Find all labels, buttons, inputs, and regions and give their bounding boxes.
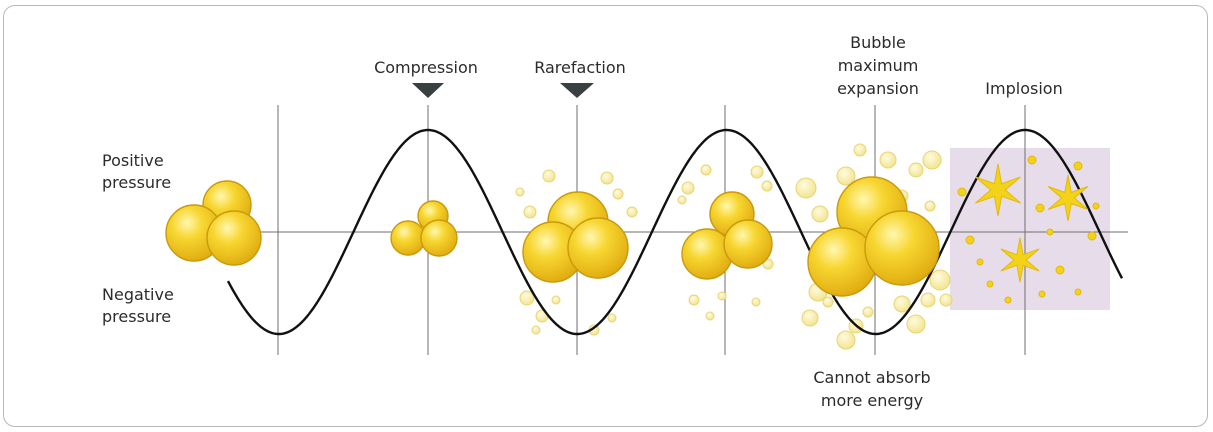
implosion-dot xyxy=(1035,203,1045,213)
implosion-dot xyxy=(1004,296,1012,304)
implosion-star-icon xyxy=(1047,174,1089,222)
implosion-dot xyxy=(976,258,984,266)
small-bubble xyxy=(600,171,614,185)
small-bubble xyxy=(929,269,951,291)
small-bubble xyxy=(542,169,556,183)
small-bubble xyxy=(906,314,926,334)
implosion-dot xyxy=(986,280,994,288)
small-bubble xyxy=(893,295,911,313)
implosion-dot xyxy=(1055,265,1065,275)
small-bubble xyxy=(750,165,764,179)
small-bubble xyxy=(761,180,773,192)
small-bubble xyxy=(908,162,924,178)
small-bubble xyxy=(626,206,638,218)
cannot-absorb-label-1: Cannot absorb xyxy=(813,368,930,387)
bubble xyxy=(723,219,773,269)
small-bubble xyxy=(922,150,942,170)
negative-pressure-label-2: pressure xyxy=(102,307,171,326)
small-bubble xyxy=(879,151,897,169)
bubble-max-expansion-label-2: maximum xyxy=(838,56,919,75)
small-bubble xyxy=(762,258,774,270)
implosion-star-icon xyxy=(1000,237,1040,283)
small-bubble xyxy=(523,205,537,219)
implosion-dot xyxy=(1074,288,1082,296)
implosion-dot xyxy=(957,187,967,197)
small-bubble xyxy=(795,177,817,199)
implosion-dot xyxy=(1027,155,1037,165)
implosion-dot xyxy=(1038,290,1046,298)
positive-pressure-label-1: Positive xyxy=(102,151,164,170)
compression-label: Compression xyxy=(374,58,478,77)
small-bubble xyxy=(836,166,856,186)
small-bubble xyxy=(939,293,953,307)
small-bubble xyxy=(612,188,624,200)
bubble xyxy=(420,219,458,257)
small-bubble xyxy=(822,296,834,308)
small-bubble xyxy=(688,294,700,306)
small-bubble xyxy=(920,292,936,308)
implosion-label: Implosion xyxy=(985,79,1062,98)
small-bubble xyxy=(801,309,819,327)
implosion-dot xyxy=(965,235,975,245)
implosion-dot xyxy=(1073,161,1083,171)
small-bubble xyxy=(551,295,561,305)
small-bubble xyxy=(751,297,761,307)
rarefaction-label: Rarefaction xyxy=(534,58,626,77)
small-bubble xyxy=(519,290,535,306)
small-bubble xyxy=(853,143,867,157)
small-bubble xyxy=(924,200,936,212)
bubble xyxy=(567,217,629,279)
small-bubble xyxy=(705,311,715,321)
cannot-absorb-label-2: more energy xyxy=(821,391,923,410)
small-bubble xyxy=(717,291,727,301)
bubble xyxy=(864,210,940,286)
small-bubble xyxy=(681,181,695,195)
small-bubble xyxy=(836,330,856,350)
implosion-stars xyxy=(957,155,1100,304)
bubble xyxy=(206,210,262,266)
small-bubbles xyxy=(515,143,953,350)
small-bubble xyxy=(811,205,829,223)
rarefaction-marker-icon xyxy=(560,83,594,98)
bubble-max-expansion-label-3: expansion xyxy=(837,79,919,98)
pressure-wave xyxy=(226,128,1124,336)
small-bubble xyxy=(862,306,874,318)
positive-pressure-label-2: pressure xyxy=(102,173,171,192)
implosion-dot xyxy=(1046,228,1054,236)
bubble-max-expansion-label-1: Bubble xyxy=(850,33,906,52)
small-bubble xyxy=(700,164,712,176)
small-bubble xyxy=(515,187,525,197)
small-bubble xyxy=(607,313,617,323)
negative-pressure-label-1: Negative xyxy=(102,285,174,304)
small-bubble xyxy=(677,195,687,205)
bubbles xyxy=(165,176,940,297)
implosion-dot xyxy=(1087,231,1097,241)
implosion-dot xyxy=(1092,202,1100,210)
bubble xyxy=(390,220,426,256)
small-bubble xyxy=(531,325,541,335)
compression-marker-icon xyxy=(412,83,444,98)
implosion-region xyxy=(950,148,1110,310)
implosion-star-icon xyxy=(975,163,1021,217)
